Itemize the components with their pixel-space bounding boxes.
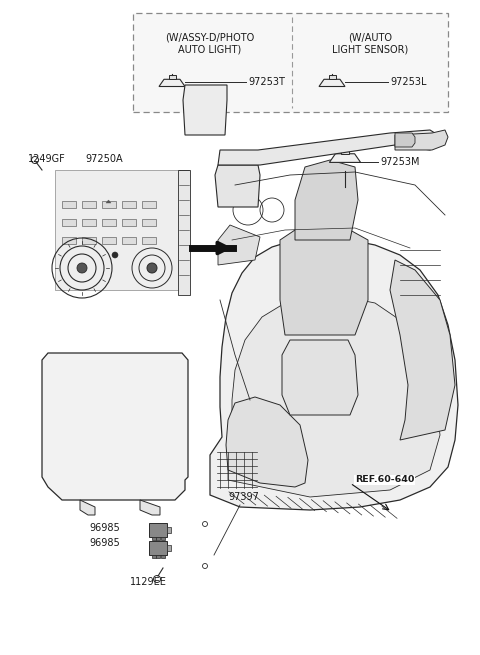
Polygon shape (218, 225, 260, 265)
Polygon shape (159, 79, 185, 86)
Bar (341, 149, 349, 154)
Polygon shape (226, 397, 308, 487)
Polygon shape (228, 297, 440, 497)
Text: AUTO LIGHT): AUTO LIGHT) (179, 44, 241, 54)
Bar (328, 75, 336, 79)
Bar (160, 555, 165, 558)
Polygon shape (395, 130, 448, 150)
Polygon shape (42, 353, 188, 500)
Circle shape (203, 563, 207, 569)
Text: LIGHT SENSOR): LIGHT SENSOR) (332, 44, 408, 54)
Bar (122, 219, 136, 226)
Bar (102, 237, 116, 244)
Polygon shape (295, 160, 358, 240)
Bar (82, 201, 96, 208)
Text: (W/AUTO: (W/AUTO (348, 32, 392, 42)
Polygon shape (390, 260, 455, 440)
Circle shape (77, 263, 87, 273)
Text: 97250A: 97250A (85, 154, 122, 164)
Bar (102, 201, 116, 208)
Bar (102, 219, 116, 226)
Bar (62, 237, 76, 244)
Polygon shape (280, 230, 368, 335)
Polygon shape (106, 200, 111, 203)
Bar (142, 237, 156, 244)
Text: REF.60-640: REF.60-640 (355, 476, 414, 485)
Bar (149, 523, 167, 537)
Bar (133, 13, 448, 112)
Bar (55, 170, 180, 290)
Text: (W/ASSY-D/PHOTO: (W/ASSY-D/PHOTO (166, 32, 254, 42)
Polygon shape (282, 340, 358, 415)
Text: 1249GF: 1249GF (28, 154, 66, 164)
Polygon shape (319, 79, 345, 86)
Bar (167, 545, 171, 551)
Circle shape (147, 263, 157, 273)
Circle shape (314, 295, 324, 305)
Polygon shape (210, 237, 458, 510)
Polygon shape (218, 130, 440, 165)
Circle shape (203, 521, 207, 527)
Bar (122, 201, 136, 208)
Bar (178, 170, 190, 295)
Bar (167, 527, 171, 533)
Polygon shape (395, 133, 415, 147)
Circle shape (112, 252, 118, 258)
Polygon shape (80, 500, 95, 515)
Bar (62, 219, 76, 226)
Text: 1129EE: 1129EE (130, 577, 167, 587)
Text: 96985: 96985 (89, 523, 120, 533)
Polygon shape (183, 85, 227, 135)
Bar (152, 537, 156, 540)
Text: 97397: 97397 (228, 492, 259, 502)
Bar (149, 541, 167, 555)
Text: 97253M: 97253M (380, 157, 420, 167)
Bar (152, 555, 156, 558)
Text: 96985: 96985 (89, 538, 120, 548)
Bar (168, 75, 176, 79)
Bar (122, 237, 136, 244)
Polygon shape (140, 500, 160, 515)
Bar (142, 201, 156, 208)
Bar (160, 537, 165, 540)
Bar (156, 537, 160, 540)
Text: 97253T: 97253T (248, 77, 285, 87)
Bar (82, 237, 96, 244)
Bar (156, 555, 160, 558)
Polygon shape (329, 154, 360, 162)
Bar (308, 288, 330, 308)
Polygon shape (215, 165, 260, 207)
Text: 97253L: 97253L (390, 77, 427, 87)
Bar (82, 219, 96, 226)
Bar (62, 201, 76, 208)
Bar (142, 219, 156, 226)
